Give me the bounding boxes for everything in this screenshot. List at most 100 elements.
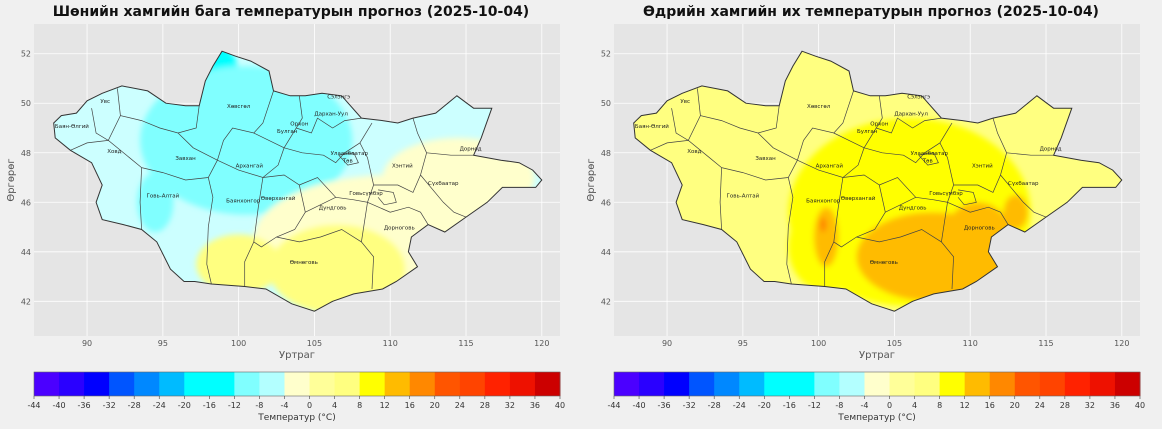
aimag-label: Дорноговь [384,226,415,232]
aimag-border [824,177,844,287]
aimag-label: Улаанбаатар [331,151,369,157]
aimag-label: Завхан [175,156,196,162]
max-temp-panel: Өдрийн хамгийн их температурын прогноз (… [584,0,1158,429]
colorbar-tick-label: -8 [255,401,263,410]
x-tick-label: 120 [1114,339,1129,348]
aimag-label: Орхон [290,122,308,128]
aimag-border [91,108,121,141]
colorbar: -44 -40 -36 -32 -28 -24 -20 -16 -12 -8 -4 0 4 8 12 16 20… [607,371,1145,423]
aimag-border [721,90,854,181]
colorbar-tick-label: 24 [455,401,465,410]
aimag-border [879,177,916,198]
temperature-zone [814,207,839,267]
colorbar-swatch [284,372,311,396]
aimag-border [957,189,977,206]
colorbar-tick-label: -32 [103,401,116,410]
colorbar-swatch [664,372,690,396]
colorbar-swatch [1039,372,1066,396]
colorbar-tick-label: 4 [912,401,917,410]
colorbar-tick-label: 40 [1135,401,1145,410]
colorbar-tick-label: -12 [228,401,241,410]
aimag-label: Дорноговь [964,226,995,232]
y-tick-label: 50 [21,99,31,108]
colorbar-swatch [309,372,336,396]
aimag-labels: Увс Баян-Өлгий Ховд Хөвсгөл Завхан Архангай Го… [55,94,482,266]
colorbar-swatch [159,372,185,396]
aimag-border [338,152,359,166]
temperature-zone [1003,194,1028,230]
colorbar-swatch [639,372,665,396]
colorbar-tick-label: -32 [683,401,696,410]
colorbar-label: Температур (°C) [257,413,335,423]
aimag-border [426,152,474,156]
aimag-label: Орхон [870,122,888,128]
aimag-border [359,122,373,144]
colorbar-swatch [789,372,815,396]
colorbar-tick-label: 24 [1035,401,1045,410]
aimag-label: Төв [342,159,353,165]
country-outline [633,50,1123,312]
colorbar-swatch [614,372,640,396]
colorbar-swatch [839,372,865,396]
colorbar-tick-label: 32 [1085,401,1095,410]
aimag-border [650,140,722,230]
y-tick-label: 48 [601,149,611,158]
colorbar-tick-label: 0 [887,401,892,410]
aimag-label: Төв [922,159,933,165]
aimag-label: Говь-Алтай [727,192,760,199]
x-tick-label: 100 [231,339,246,348]
aimag-border [757,132,798,161]
colorbar-tick-label: 28 [1060,401,1070,410]
aimag-border [377,189,397,206]
min-temp-title: Шөнийн хамгийн бага температурын прогноз… [52,4,530,20]
aimag-label: Говьсүмбэр [349,191,383,197]
colorbar-swatch [989,372,1016,396]
colorbar-swatch [964,372,991,396]
x-tick-label: 115 [1038,339,1053,348]
colorbar-swatch [84,372,110,396]
aimag-label: Баян-Өлгий [55,123,89,130]
colorbar-swatch [59,372,85,396]
x-tick-label: 105 [307,339,322,348]
temperature-zone [820,217,827,232]
colorbar-tick-label: 12 [960,401,970,410]
aimag-label: Булган [277,129,298,135]
aimag-borders [650,88,1054,290]
aimag-border [276,229,374,290]
aimag-border [70,140,142,230]
aimag-label: Дундговь [319,206,347,212]
aimag-border [833,174,886,248]
temperature-zone [137,172,174,233]
aimag-border [296,117,362,134]
colorbar-swatch [209,372,235,396]
aimag-label: Архангай [816,163,844,170]
colorbar-tick-label: 12 [380,401,390,410]
x-tick-label: 90 [82,339,92,348]
aimag-label: Сэлэнгэ [327,94,350,100]
colorbar-tick-label: 16 [405,401,415,410]
y-tick-label: 44 [601,248,611,257]
aimag-border [283,95,303,148]
aimag-labels: Увс Баян-Өлгий Ховд Хөвсгөл Завхан Архангай Го… [635,94,1062,266]
aimag-label: Ховд [107,149,121,155]
y-tick-label: 46 [21,198,31,207]
aimag-label: Дархан-Уул [314,112,348,118]
colorbar-swatch [1089,372,1116,396]
colorbar-tick-label: -4 [280,401,288,410]
colorbar-tick-label: -4 [860,401,868,410]
colorbar-tick-label: -24 [733,401,746,410]
colorbar-swatch [484,372,511,396]
aimag-border [671,108,701,141]
aimag-label: Хэнтий [972,163,993,170]
aimag-border [1006,152,1054,156]
aimag-label: Өвөрхангай [261,195,296,202]
min-temp-panel: Шөнийн хамгийн бага температурын прогноз… [4,0,578,429]
colorbar-swatch [134,372,160,396]
aimag-label: Улаанбаатар [911,151,949,157]
y-tick-label: 42 [601,297,611,306]
colorbar-tick-label: 4 [332,401,337,410]
colorbar-tick-label: -16 [783,401,796,410]
aimag-label: Сүхбаатар [1008,181,1039,187]
colorbar-tick-label: 32 [505,401,515,410]
colorbar-tick-label: -24 [153,401,166,410]
